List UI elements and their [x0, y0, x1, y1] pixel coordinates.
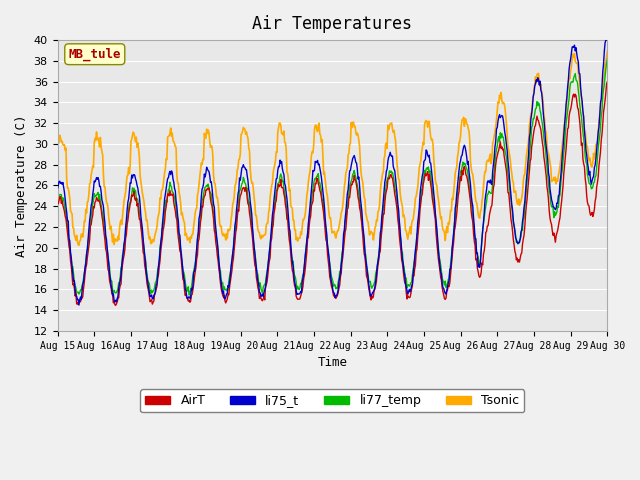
- Title: Air Temperatures: Air Temperatures: [252, 15, 412, 33]
- X-axis label: Time: Time: [317, 356, 348, 369]
- Y-axis label: Air Temperature (C): Air Temperature (C): [15, 114, 28, 257]
- Legend: AirT, li75_t, li77_temp, Tsonic: AirT, li75_t, li77_temp, Tsonic: [140, 389, 524, 412]
- Text: MB_tule: MB_tule: [68, 48, 121, 61]
